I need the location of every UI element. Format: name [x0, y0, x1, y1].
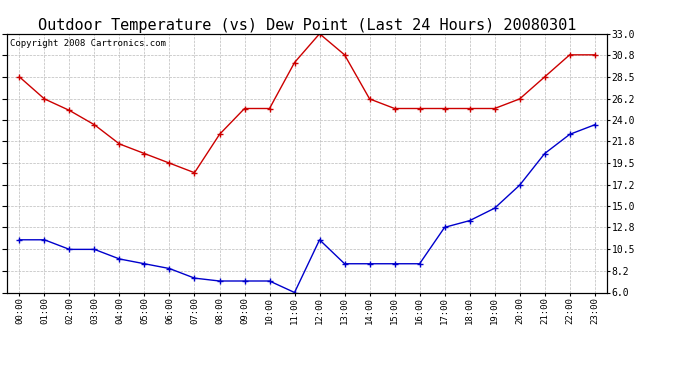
Text: Copyright 2008 Cartronics.com: Copyright 2008 Cartronics.com: [10, 39, 166, 48]
Title: Outdoor Temperature (vs) Dew Point (Last 24 Hours) 20080301: Outdoor Temperature (vs) Dew Point (Last…: [38, 18, 576, 33]
